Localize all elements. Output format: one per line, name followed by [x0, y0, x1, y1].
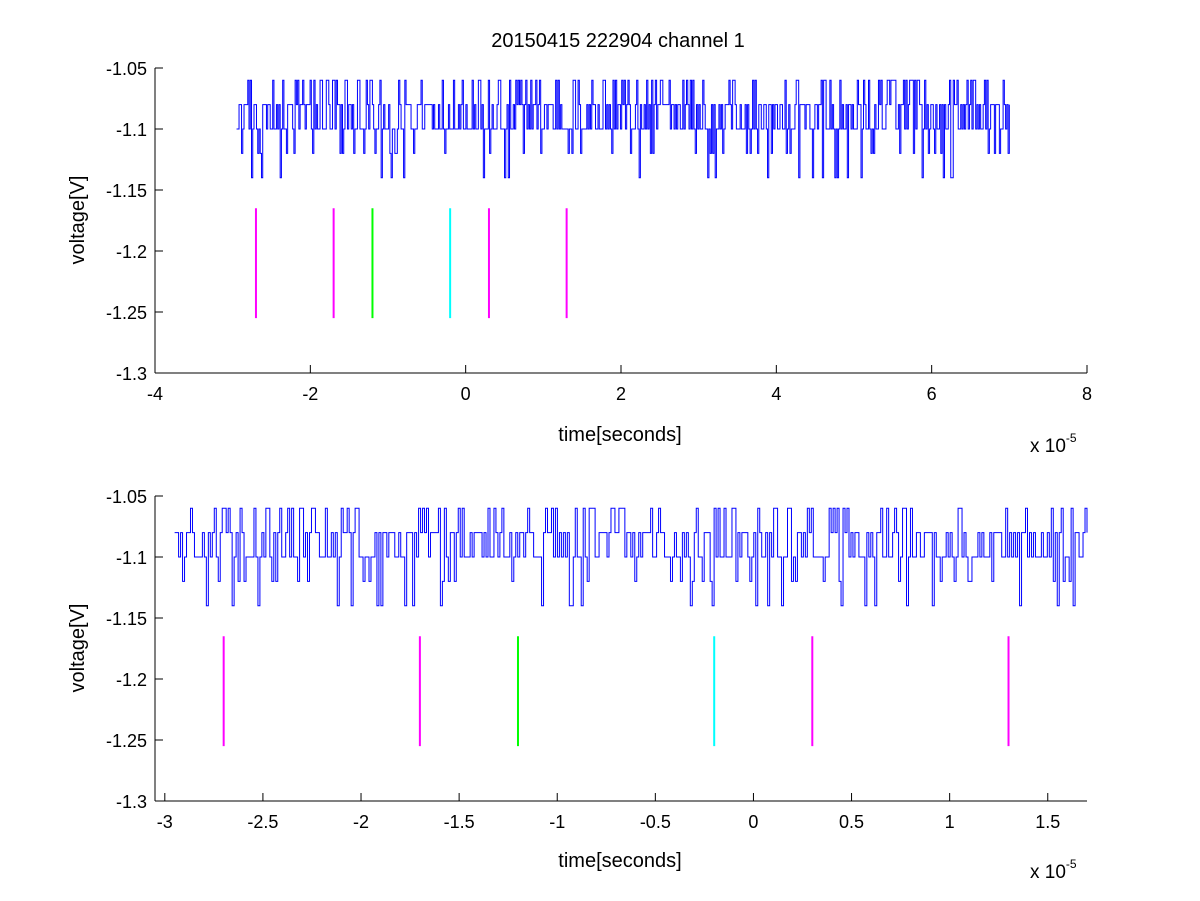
bottom-signal-line: [174, 507, 1088, 607]
top-x-multiplier-base: x 10: [1030, 436, 1066, 457]
bottom-marker-layer: [222, 636, 1010, 747]
top-x-tick-label: -2: [302, 384, 318, 404]
top-signal-layer: [236, 79, 1010, 179]
bottom-x-tick-label: -1.5: [444, 812, 475, 832]
bottom-y-tick-label: -1.05: [106, 487, 147, 507]
bottom-x-multiplier-exponent: -5: [1066, 857, 1077, 871]
bottom-y-tick-label: -1.2: [116, 670, 147, 690]
bottom-signal-layer: [174, 507, 1088, 607]
top-axes: -4 -2 0 2 4 6 8 -1.05 -1.1 -1.15 -1.2 -1.25 -1.3 ti…: [67, 59, 1092, 457]
top-x-tick-label: 8: [1082, 384, 1092, 404]
bottom-y-ticks: -1.05 -1.1 -1.15 -1.2 -1.25 -1.3: [106, 487, 163, 812]
bottom-y-tick-label: -1.1: [116, 548, 147, 568]
top-y-tick-label: -1.2: [116, 242, 147, 262]
bottom-x-ticks: -3 -2.5 -2 -1.5 -1 -0.5 0 0.5 1 1.5: [157, 793, 1060, 832]
bottom-x-multiplier: x 10-5: [1030, 857, 1077, 883]
top-y-tick-label: -1.15: [106, 181, 147, 201]
bottom-axes: -3 -2.5 -2 -1.5 -1 -0.5 0 0.5 1 1.5 -1.05 -1.1 -1.1…: [67, 487, 1088, 883]
bottom-x-axis-label: time[seconds]: [558, 850, 681, 872]
bottom-x-multiplier-base: x 10: [1030, 862, 1066, 883]
top-y-tick-label: -1.25: [106, 303, 147, 323]
top-x-tick-label: 6: [927, 384, 937, 404]
bottom-x-tick-label: 1.5: [1035, 812, 1060, 832]
top-x-ticks: -4 -2 0 2 4 6 8: [147, 365, 1092, 404]
bottom-x-tick-label: -1: [549, 812, 565, 832]
top-y-tick-label: -1.05: [106, 59, 147, 79]
bottom-x-tick-label: -2.5: [247, 812, 278, 832]
top-x-axis-label: time[seconds]: [558, 424, 681, 446]
top-x-tick-label: 2: [616, 384, 626, 404]
top-x-tick-label: 4: [771, 384, 781, 404]
bottom-y-tick-label: -1.3: [116, 792, 147, 812]
bottom-x-tick-label: -0.5: [640, 812, 671, 832]
top-y-axis-label: voltage[V]: [67, 176, 89, 265]
bottom-x-tick-label: 0: [748, 812, 758, 832]
figure-title: 20150415 222904 channel 1: [491, 30, 745, 52]
top-x-tick-label: 0: [461, 384, 471, 404]
bottom-y-tick-label: -1.15: [106, 609, 147, 629]
bottom-y-axis-label: voltage[V]: [67, 604, 89, 693]
bottom-x-tick-label: -2: [353, 812, 369, 832]
top-signal-line: [236, 79, 1010, 179]
bottom-x-tick-label: 1: [945, 812, 955, 832]
top-y-tick-label: -1.3: [116, 364, 147, 384]
top-x-tick-label: -4: [147, 384, 163, 404]
top-y-ticks: -1.05 -1.1 -1.15 -1.2 -1.25 -1.3: [106, 59, 163, 384]
bottom-x-tick-label: -3: [157, 812, 173, 832]
top-x-multiplier: x 10-5: [1030, 431, 1077, 457]
bottom-x-tick-label: 0.5: [839, 812, 864, 832]
top-marker-layer: [254, 208, 568, 319]
top-x-multiplier-exponent: -5: [1066, 431, 1077, 445]
bottom-y-tick-label: -1.25: [106, 731, 147, 751]
top-y-tick-label: -1.1: [116, 120, 147, 140]
